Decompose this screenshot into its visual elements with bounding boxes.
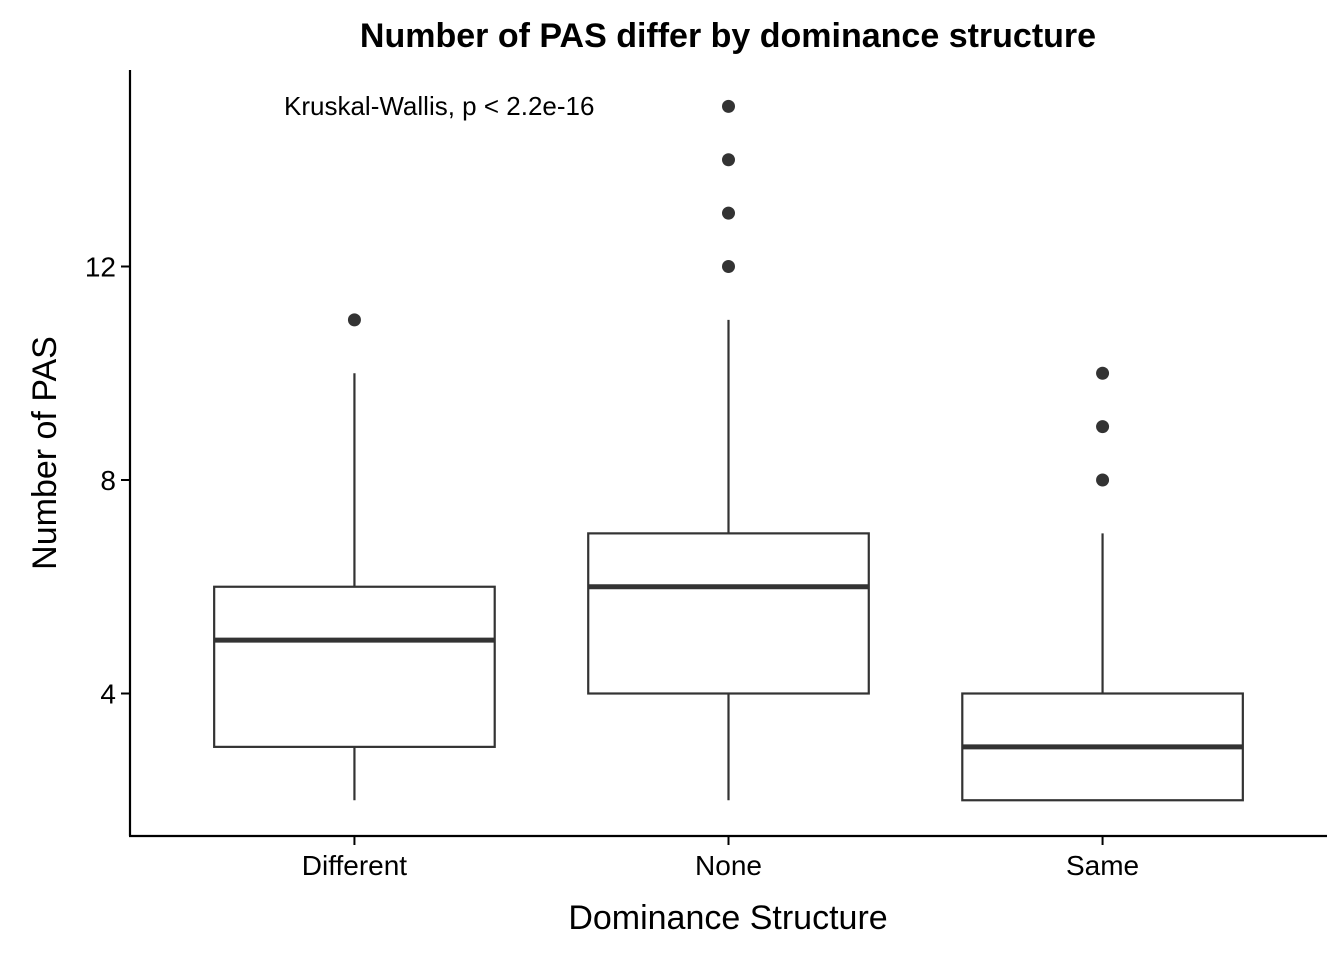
outlier-point-same <box>1096 473 1110 487</box>
box-group-same <box>961 366 1244 802</box>
x-axis-ticks: Different None Same <box>302 836 1139 881</box>
y-tick-label: 4 <box>100 679 116 710</box>
outlier-point-none <box>722 153 735 167</box>
y-tick-label: 8 <box>100 465 116 496</box>
outlier-point-same <box>1096 366 1110 380</box>
x-tick-label-none: None <box>695 850 762 881</box>
box-none <box>587 532 870 695</box>
y-axis-ticks: 4 8 12 <box>85 252 130 710</box>
outlier-point-none <box>722 99 735 113</box>
x-tick-label-same: Same <box>1066 850 1139 881</box>
kruskal-wallis-annotation: Kruskal-Wallis, p < 2.2e-16 <box>284 91 594 121</box>
x-axis-title: Dominance Structure <box>568 899 887 937</box>
y-axis-title: Number of PAS <box>26 336 64 570</box>
x-tick-label-different: Different <box>302 850 408 881</box>
outlier-point-different <box>347 313 361 327</box>
outlier-point-same <box>1096 420 1110 434</box>
box-group-different <box>213 313 496 801</box>
box-group-none <box>587 99 870 801</box>
plot-area <box>213 99 1244 802</box>
box-different <box>213 585 496 748</box>
outlier-point-none <box>722 260 735 273</box>
chart-title: Number of PAS differ by dominance struct… <box>360 17 1096 55</box>
y-tick-label: 12 <box>85 252 116 283</box>
outlier-point-none <box>722 206 735 220</box>
